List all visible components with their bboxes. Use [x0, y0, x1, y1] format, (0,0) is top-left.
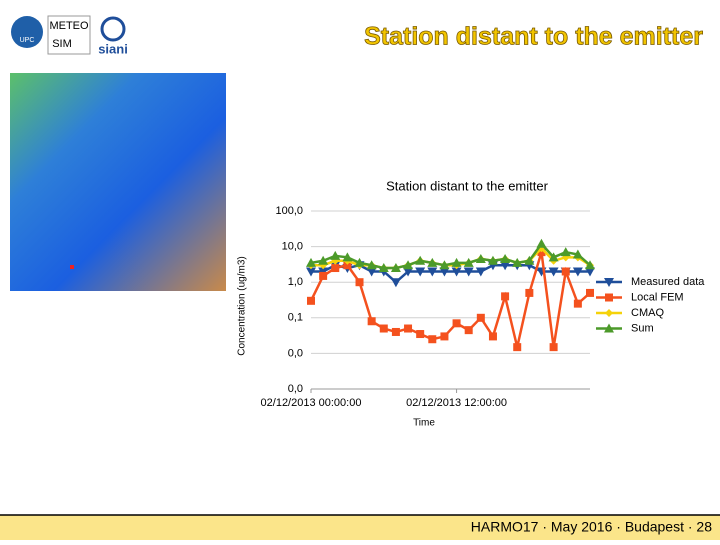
data-point — [463, 257, 474, 267]
data-point — [342, 252, 353, 262]
data-point — [548, 267, 559, 277]
legend-marker — [604, 323, 614, 333]
data-point — [391, 327, 400, 336]
data-point — [573, 299, 582, 308]
data-point — [427, 257, 438, 267]
data-point — [355, 278, 364, 287]
y-tick-label: 0,0 — [288, 383, 303, 395]
footer: HARMO17 · May 2016 · Budapest · 28 — [471, 519, 712, 535]
data-point — [319, 271, 328, 280]
data-point — [500, 253, 511, 263]
data-point — [403, 260, 414, 270]
logo-meteosim — [47, 15, 91, 55]
data-point — [378, 263, 389, 273]
y-tick-label: 100,0 — [275, 205, 303, 217]
data-point — [415, 255, 426, 265]
x-tick-label: 02/12/2013 00:00:00 — [261, 397, 362, 409]
data-point — [379, 324, 388, 333]
chart-title: Station distant to the emitter — [386, 178, 549, 193]
data-point — [475, 267, 486, 277]
x-axis-label: Time — [413, 418, 435, 429]
data-point — [463, 267, 474, 277]
data-point — [561, 253, 570, 262]
legend-marker — [605, 293, 613, 302]
data-point — [307, 296, 315, 305]
logo-upc — [11, 16, 43, 48]
data-point — [330, 250, 341, 260]
data-point — [404, 324, 413, 333]
data-point — [439, 267, 450, 277]
logo-text: siani — [98, 41, 128, 56]
data-point — [586, 288, 594, 297]
data-point — [536, 238, 547, 248]
data-point — [549, 343, 558, 352]
data-point — [366, 267, 377, 277]
legend-label: Local FEM — [631, 291, 684, 303]
logo-text: METEO — [49, 20, 89, 32]
data-point — [306, 257, 316, 267]
slide-title: Station distant to the emitter — [364, 23, 703, 51]
y-tick-label: 0,0 — [288, 347, 303, 359]
data-point — [367, 317, 376, 326]
data-point — [572, 249, 583, 259]
data-point — [415, 267, 426, 277]
legend-marker — [605, 309, 613, 317]
data-point — [585, 260, 595, 270]
data-point — [524, 255, 535, 265]
data-point — [318, 255, 329, 265]
data-point — [452, 319, 461, 328]
y-tick-label: 1,0 — [288, 276, 303, 288]
logo-siani — [100, 16, 126, 42]
data-point — [427, 267, 438, 277]
y-tick-label: 10,0 — [282, 241, 303, 253]
logo-text: SIM — [52, 38, 72, 50]
data-point — [451, 257, 462, 267]
map-image — [10, 73, 226, 291]
y-axis-label: Concentration (ug/m3) — [237, 256, 248, 356]
legend-label: Measured data — [631, 276, 705, 288]
x-tick-label: 02/12/2013 12:00:00 — [406, 397, 507, 409]
data-point — [572, 267, 583, 277]
station-marker — [70, 265, 74, 269]
data-point — [487, 255, 498, 265]
data-point — [525, 288, 534, 297]
legend-label: Sum — [631, 322, 654, 334]
data-point — [439, 260, 450, 270]
data-point — [513, 343, 522, 352]
data-point — [390, 263, 401, 273]
data-point — [416, 330, 425, 339]
data-point — [501, 292, 510, 301]
logo-text: UPC — [20, 37, 35, 44]
data-point — [403, 267, 414, 277]
data-point — [500, 261, 511, 271]
data-point — [440, 332, 449, 341]
legend-label: CMAQ — [631, 307, 664, 319]
data-point — [354, 257, 365, 267]
data-point — [512, 257, 523, 267]
data-point — [548, 252, 559, 262]
data-point — [306, 267, 316, 277]
data-point — [585, 267, 595, 277]
data-point — [561, 267, 570, 276]
y-tick-label: 0,1 — [288, 312, 303, 324]
logos: UPC METEO SIM siani — [11, 15, 128, 56]
data-point — [428, 335, 437, 344]
data-point — [390, 278, 401, 288]
map — [10, 73, 226, 291]
data-point — [331, 264, 340, 273]
footer-bar — [0, 515, 720, 540]
data-point — [476, 313, 485, 322]
data-point — [488, 332, 497, 341]
data-point — [475, 253, 486, 263]
data-point — [451, 267, 462, 277]
legend-marker — [604, 278, 614, 287]
data-point — [464, 326, 473, 335]
data-point — [366, 260, 377, 270]
data-point — [560, 247, 571, 257]
data-point — [343, 261, 352, 270]
